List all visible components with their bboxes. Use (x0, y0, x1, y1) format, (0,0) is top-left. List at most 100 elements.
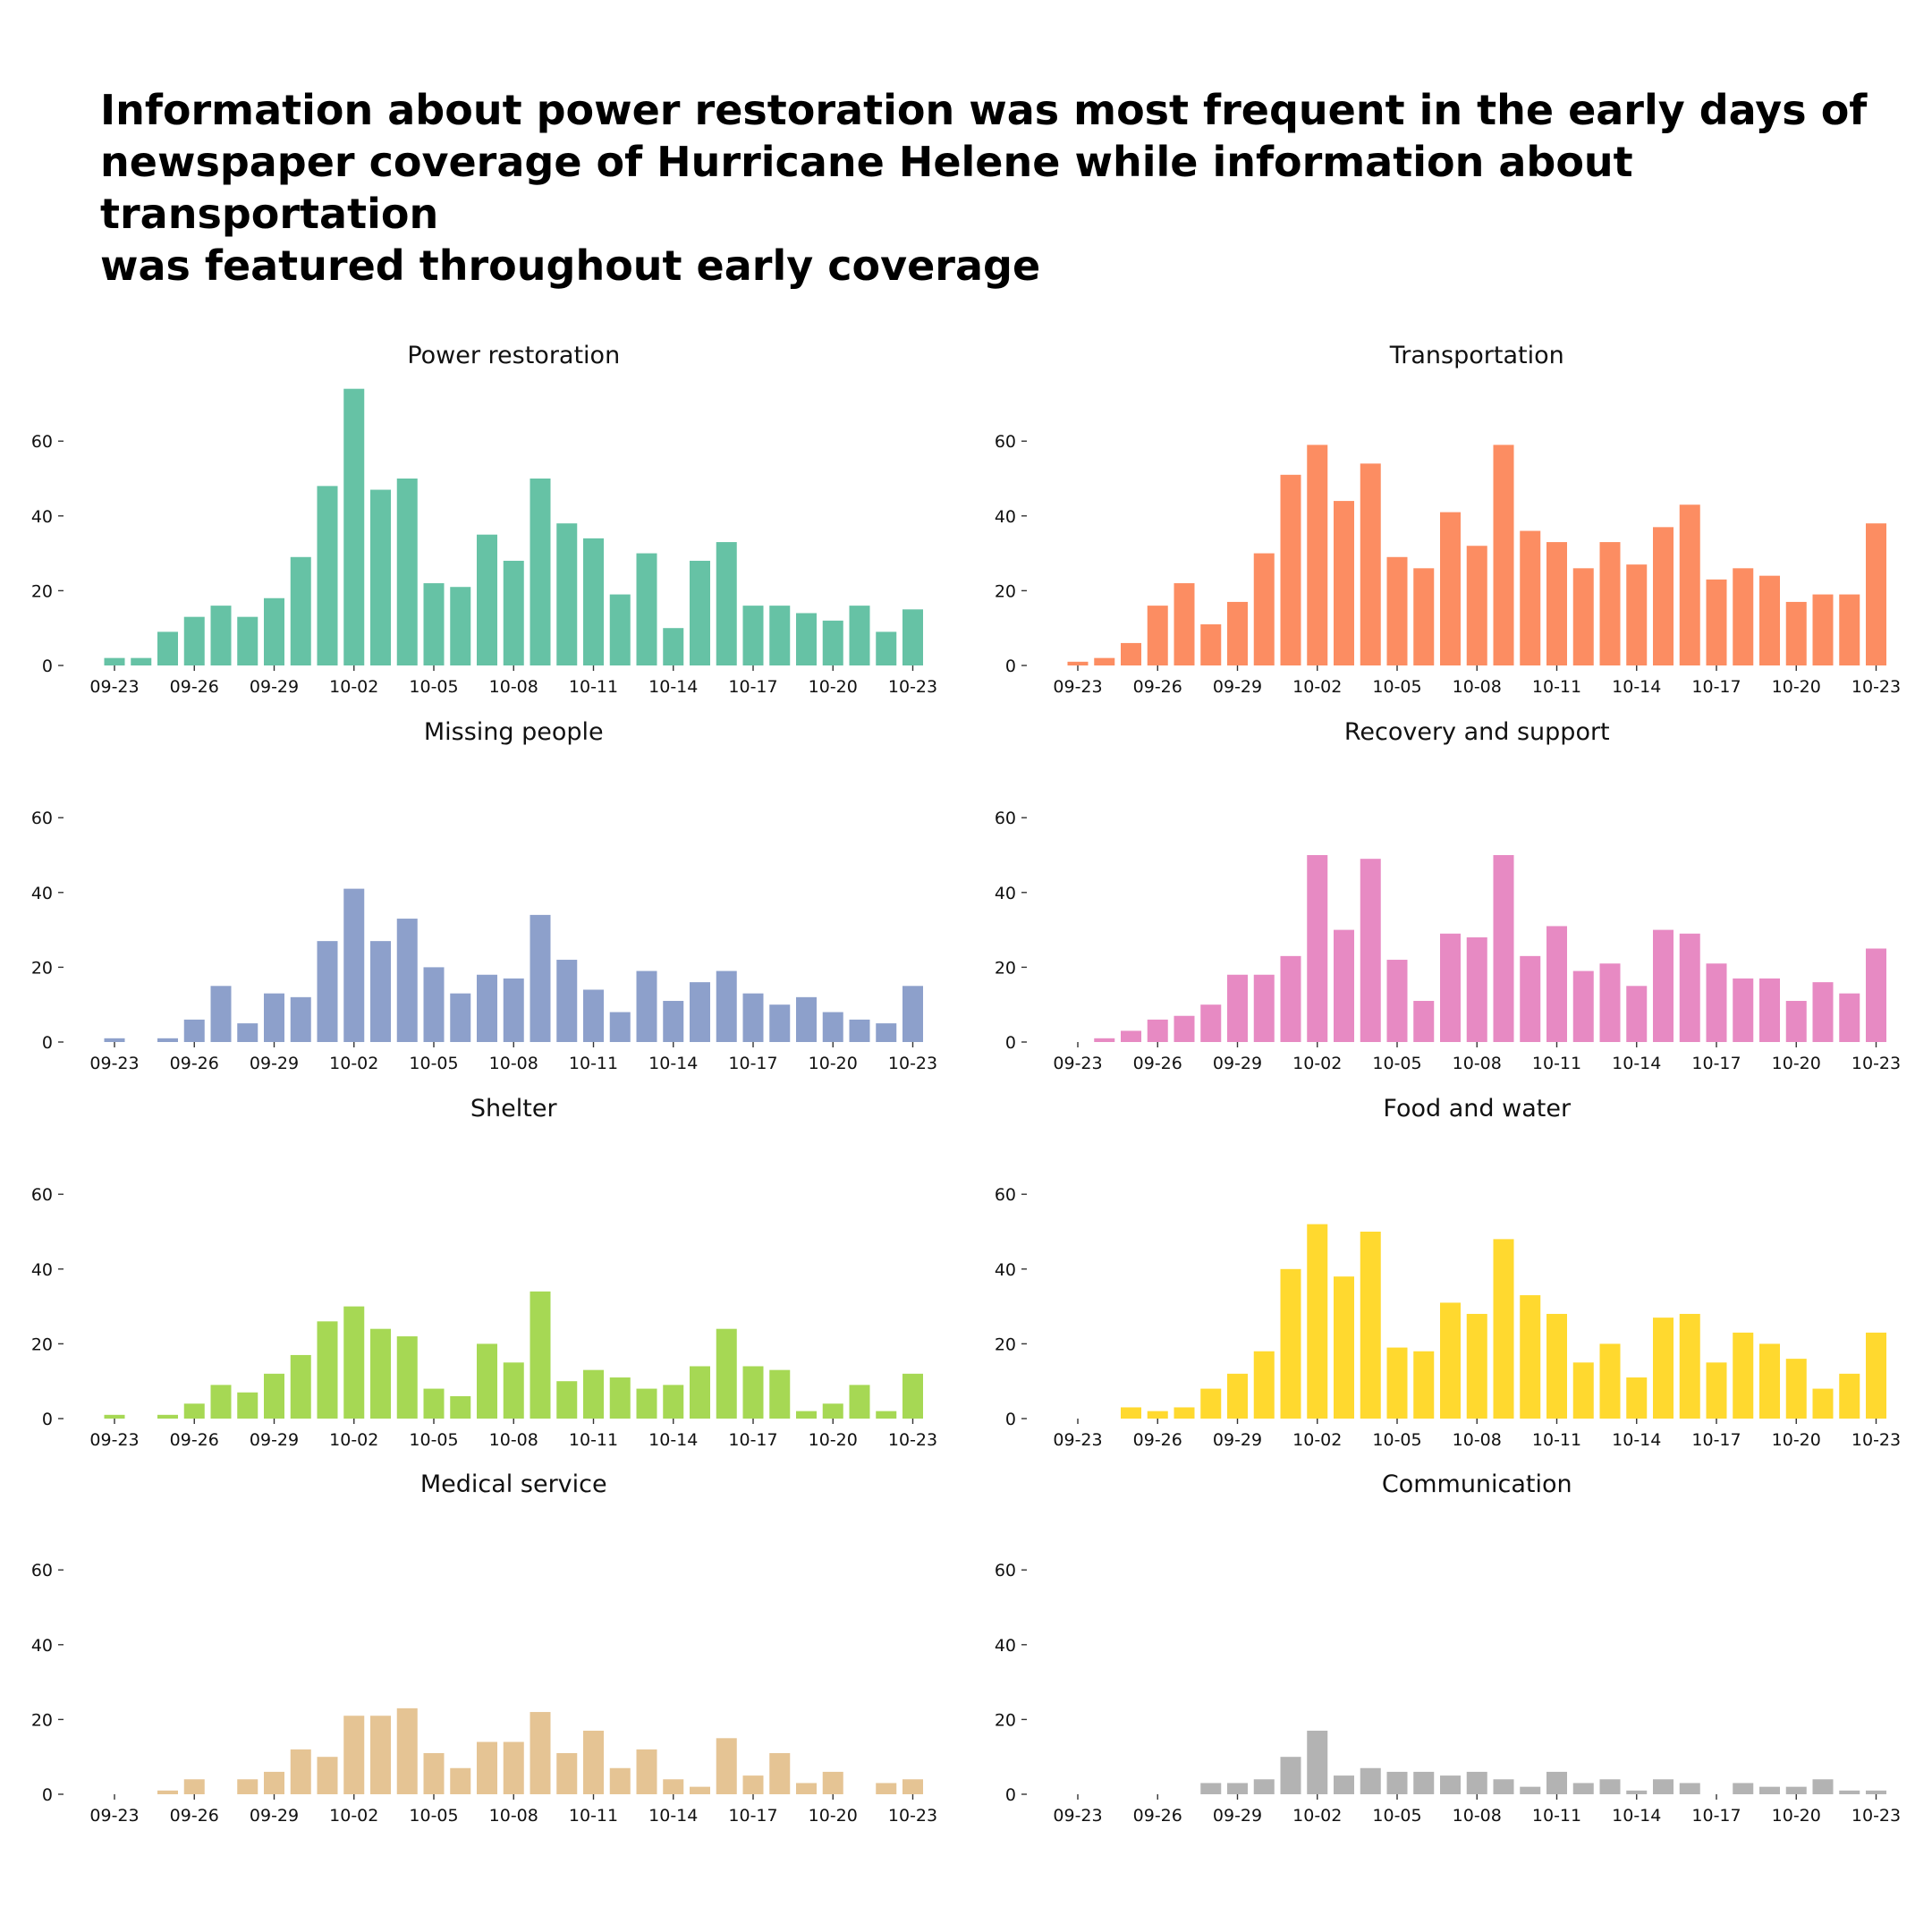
x-tick-label: 10-05 (1372, 1430, 1421, 1450)
bar-10-01 (1280, 1757, 1301, 1794)
bar-10-09 (1493, 855, 1514, 1042)
bar-10-17 (1706, 579, 1727, 665)
x-tick-label: 10-05 (409, 1430, 458, 1450)
bar-09-29 (264, 1771, 284, 1794)
bar-10-14 (1626, 564, 1648, 665)
y-tick-label: 0 (1005, 1033, 1016, 1053)
bar-10-08 (1466, 546, 1487, 665)
x-tick-label: 10-23 (888, 1806, 937, 1826)
bar-09-26 (183, 1019, 205, 1042)
bar-10-11 (1546, 926, 1567, 1042)
bar-10-18 (769, 1753, 791, 1794)
bar-10-18 (769, 1004, 791, 1042)
y-tick-label: 20 (995, 1335, 1016, 1354)
x-tick-label: 10-11 (569, 1054, 618, 1073)
bar-10-19 (796, 996, 817, 1042)
bar-10-09 (530, 1291, 551, 1419)
bar-09-27 (1174, 1407, 1195, 1419)
bar-10-02 (343, 888, 365, 1042)
bar-10-04 (1360, 1232, 1381, 1419)
bar-10-10 (1520, 530, 1541, 665)
bar-09-29 (1227, 1373, 1248, 1419)
x-tick-label: 10-08 (489, 1054, 538, 1073)
x-tick-label: 10-11 (569, 1806, 618, 1826)
bar-10-12 (1572, 1783, 1594, 1794)
bar-10-15 (690, 982, 710, 1042)
bar-10-11 (583, 1730, 604, 1794)
x-tick-label: 09-29 (250, 1430, 299, 1450)
bar-09-29 (264, 1373, 284, 1419)
x-tick-label: 10-11 (569, 1430, 618, 1450)
bar-09-27 (1174, 1015, 1195, 1042)
bar-09-28 (1200, 1004, 1222, 1042)
bar-10-09 (1493, 445, 1514, 665)
bar-10-02 (1307, 855, 1328, 1042)
bar-10-23 (1866, 948, 1886, 1042)
y-tick-label: 0 (42, 657, 53, 676)
y-tick-label: 40 (31, 1636, 53, 1656)
bar-10-21 (849, 1385, 870, 1419)
bar-09-30 (1253, 1351, 1275, 1419)
bar-10-22 (1839, 1373, 1860, 1419)
bar-10-04 (1360, 463, 1381, 665)
bar-09-23 (1067, 661, 1089, 665)
bar-09-26 (1147, 1411, 1168, 1419)
bar-09-30 (1253, 553, 1275, 665)
bar-09-26 (1147, 606, 1168, 665)
bar-10-05 (423, 967, 445, 1042)
bar-10-03 (1334, 501, 1354, 665)
bar-10-16 (716, 542, 737, 665)
panel-title: Missing people (424, 718, 604, 746)
bar-10-21 (849, 606, 870, 665)
bar-10-18 (769, 606, 791, 665)
y-tick-label: 20 (995, 1710, 1016, 1730)
bar-10-17 (742, 606, 764, 665)
bar-10-17 (1706, 963, 1727, 1042)
bar-10-08 (503, 978, 524, 1042)
y-tick-label: 0 (1005, 1785, 1016, 1805)
x-tick-label: 10-08 (489, 1430, 538, 1450)
bar-10-16 (716, 970, 737, 1042)
x-tick-label: 09-23 (1053, 1430, 1102, 1450)
bar-10-20 (822, 1403, 843, 1419)
bar-09-24 (1094, 1038, 1115, 1042)
bar-09-26 (183, 1403, 205, 1419)
bar-10-01 (317, 1321, 338, 1419)
panel-power-restoration: Power restoration 0 20 40 60 09-23 09-26 09-29 1… (31, 342, 937, 697)
y-tick-label: 60 (31, 1185, 53, 1205)
bar-09-26 (183, 1779, 205, 1794)
bar-10-03 (370, 1328, 391, 1419)
bar-10-01 (1280, 474, 1301, 665)
x-tick-label: 10-14 (648, 1054, 698, 1073)
x-tick-label: 10-11 (569, 677, 618, 697)
x-tick-label: 10-20 (809, 1806, 858, 1826)
bar-10-18 (769, 1369, 791, 1419)
y-tick-label: 60 (995, 1185, 1016, 1205)
x-tick-label: 09-29 (250, 1806, 299, 1826)
bar-10-08 (503, 1741, 524, 1794)
x-tick-label: 10-23 (1852, 677, 1901, 697)
bar-10-20 (1785, 601, 1807, 665)
x-tick-label: 10-20 (809, 1430, 858, 1450)
x-tick-label: 10-20 (1772, 1054, 1821, 1073)
bar-10-23 (1866, 523, 1886, 665)
bar-09-29 (1227, 974, 1248, 1042)
x-tick-label: 09-26 (170, 1430, 219, 1450)
bar-10-06 (450, 993, 471, 1042)
bar-10-02 (343, 1716, 365, 1794)
x-tick-label: 10-02 (1292, 1430, 1342, 1450)
x-tick-label: 09-23 (1053, 1806, 1102, 1826)
x-tick-label: 10-05 (409, 1806, 458, 1826)
x-tick-label: 10-02 (329, 677, 378, 697)
x-tick-label: 10-14 (648, 677, 698, 697)
bar-10-16 (716, 1738, 737, 1794)
bar-10-01 (317, 1757, 338, 1794)
x-tick-label: 10-17 (1691, 1430, 1741, 1450)
bar-10-19 (1759, 1343, 1780, 1419)
bar-10-10 (556, 523, 578, 665)
bar-10-02 (1307, 1224, 1328, 1419)
x-tick-label: 10-02 (1292, 1054, 1342, 1073)
panel-transportation: Transportation 0 20 40 60 09-23 09-26 09-29 10-0… (995, 342, 1901, 697)
y-tick-label: 20 (31, 581, 53, 601)
y-tick-label: 60 (31, 809, 53, 828)
